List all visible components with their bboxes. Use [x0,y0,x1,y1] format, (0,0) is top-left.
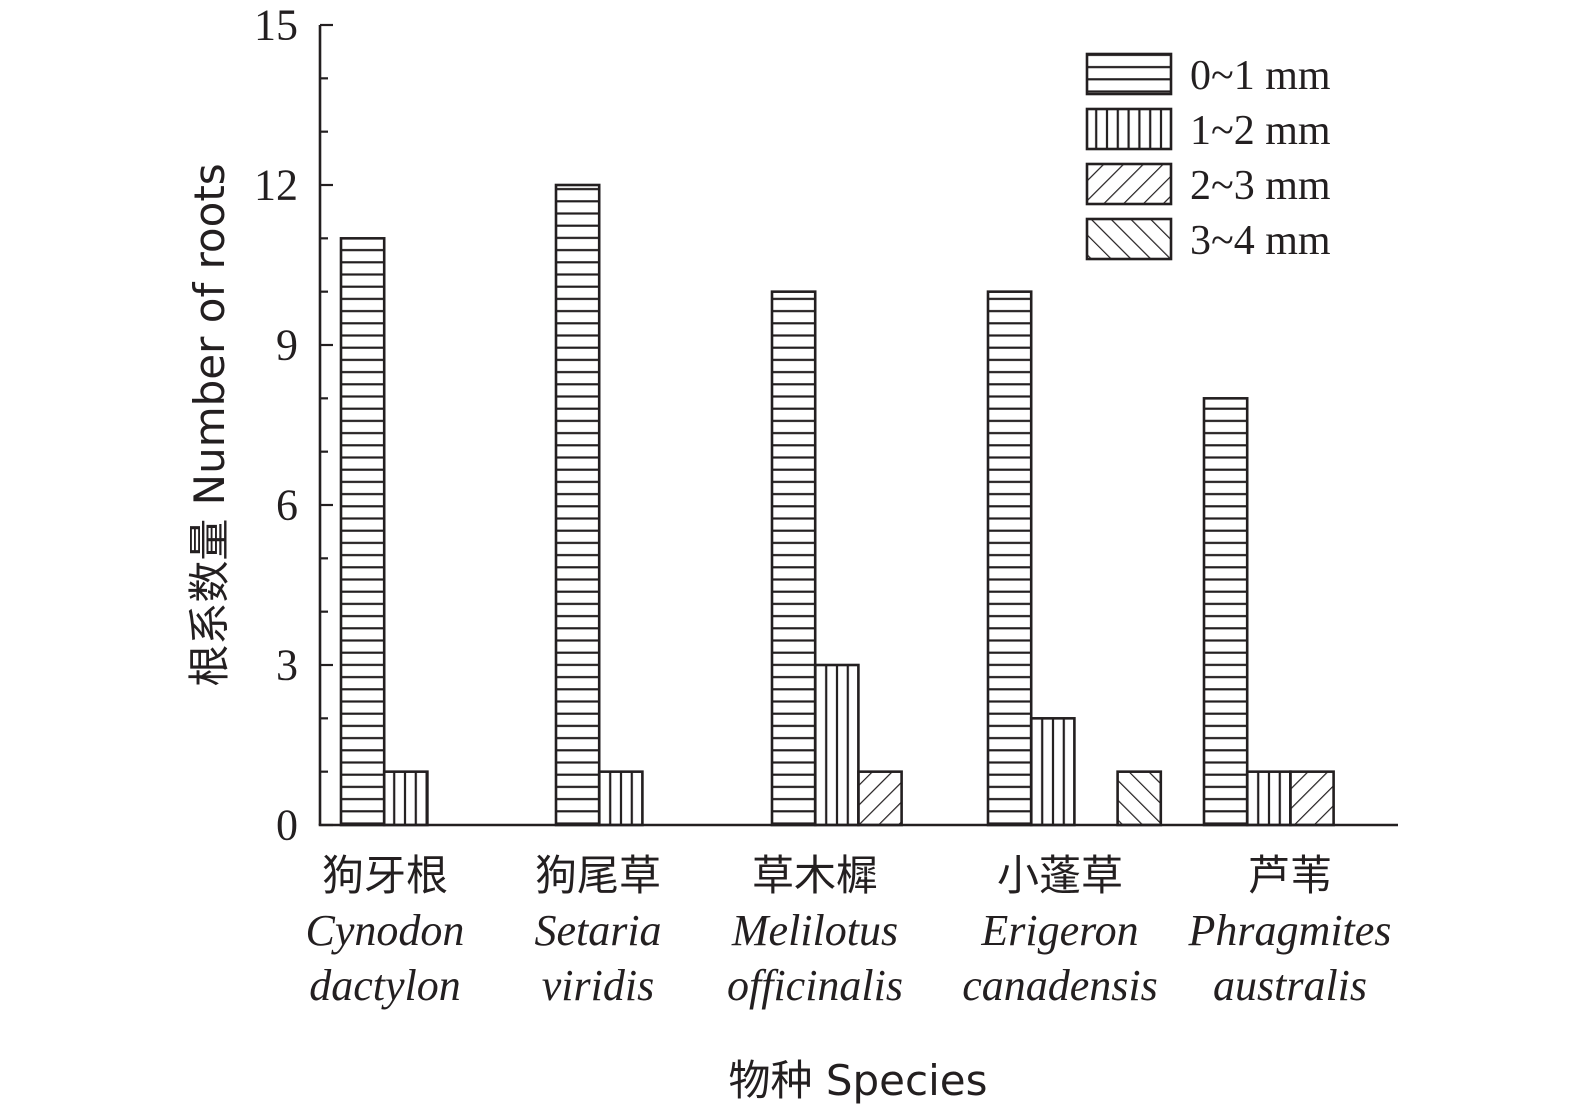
category-label-latin: Setaria [534,906,661,955]
category-label-cn: 狗尾草 [535,851,661,900]
category-label-latin: Melilotus [731,906,898,955]
bar-2-3mm-cat5 [1289,770,1335,827]
legend-swatch [1085,217,1173,261]
legend-label: 1~2 mm [1190,108,1331,154]
category-label-latin: canadensis [962,961,1158,1010]
y-tick-label: 3 [276,641,298,690]
y-tick-label: 9 [276,321,298,370]
category-label-cn: 狗牙根 [322,851,448,900]
category-label-latin: Erigeron [980,906,1138,955]
category-label-latin: Phragmites [1188,906,1392,955]
y-tick-label: 0 [276,801,298,850]
bar-0-1mm-cat4 [986,290,1033,827]
category-label-latin: Cynodon [306,906,465,955]
legend-label: 0~1 mm [1190,53,1331,99]
legend-label: 3~4 mm [1190,218,1331,264]
legend-label: 2~3 mm [1190,163,1331,209]
legend-swatch [1085,162,1173,206]
bar-0-1mm-cat1 [339,237,386,827]
y-ticks-group: 0 3 6 9 12 15 [254,1,333,850]
x-axis-title: 物种 Species [729,1056,988,1105]
bar-1-2mm-cat5 [1245,770,1292,827]
category-label-cn: 小蓬草 [997,851,1123,900]
bar-1-2mm-cat3 [813,663,860,827]
axes-group [318,25,1398,827]
x-categories-group: 狗牙根 Cynodon dactylon 狗尾草 Setaria viridis 草木樨 Me… [306,851,1392,1010]
bar-0-1mm-cat5 [1202,397,1249,827]
bar-1-2mm-cat4 [1029,717,1076,827]
category-label-latin: dactylon [309,961,461,1010]
bar-2-3mm-cat3 [857,770,903,827]
legend: 0~1 mm 1~2 mm 2~3 mm 3~4 mm [1085,52,1331,264]
y-tick-label: 15 [254,1,298,50]
y-tick-label: 6 [276,481,298,530]
bar-0-1mm-cat2 [554,183,601,827]
bar-1-2mm-cat1 [382,770,429,827]
bar-3-4mm-cat4 [1116,770,1163,827]
category-label-latin: australis [1213,961,1367,1010]
y-axis-title-text: 根系数量 Number of roots [185,163,234,686]
category-label-latin: officinalis [727,961,903,1010]
bar-0-1mm-cat3 [770,290,817,827]
category-label-cn: 芦苇 [1248,851,1332,900]
y-tick-label: 12 [254,161,298,210]
y-axis-title: 根系数量 Number of roots [185,163,234,686]
legend-swatch [1085,52,1173,96]
category-label-latin: viridis [542,961,654,1010]
legend-swatch [1085,107,1173,151]
bars-group [339,183,1335,827]
category-label-cn: 草木樨 [752,851,878,900]
bar-1-2mm-cat2 [597,770,644,827]
